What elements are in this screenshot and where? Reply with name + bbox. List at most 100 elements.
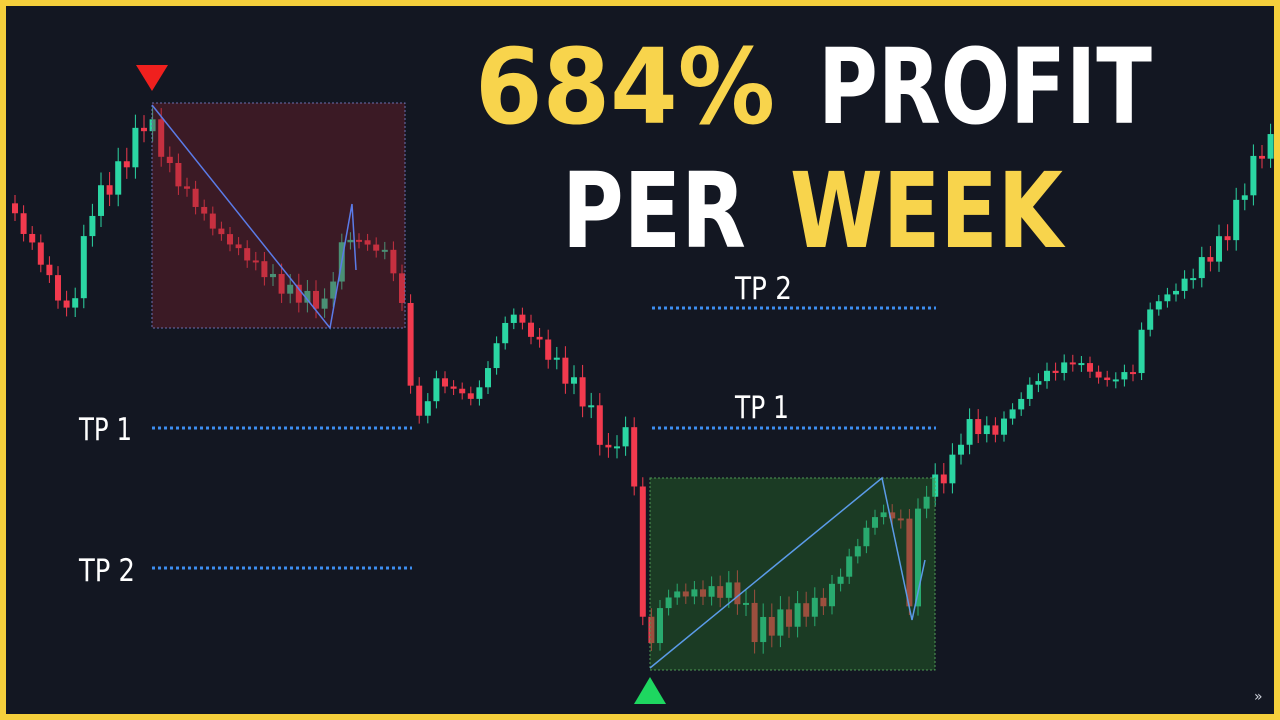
candle-body <box>1259 155 1265 159</box>
candle-body <box>123 161 130 168</box>
candle-body <box>227 234 233 245</box>
candle-body <box>596 405 603 445</box>
buy-signal <box>634 677 666 704</box>
candle-body <box>29 233 36 243</box>
candle-body <box>1018 398 1025 410</box>
candle-body <box>682 591 689 597</box>
candle-body <box>1078 363 1085 366</box>
candle-body <box>356 239 362 242</box>
zigzag <box>151 104 357 330</box>
candle-body <box>244 248 251 261</box>
candle-body <box>940 474 947 484</box>
candle-body <box>605 444 612 448</box>
scroll-button[interactable]: » <box>1254 689 1263 705</box>
candle-body <box>657 608 663 644</box>
candle-body <box>158 119 165 157</box>
candle-body <box>1035 381 1042 385</box>
candle-body <box>906 518 913 607</box>
candle-body <box>166 156 173 164</box>
candle-body <box>897 518 904 521</box>
candle-body <box>571 377 577 384</box>
candle-body <box>450 386 457 389</box>
candle-body <box>648 616 655 644</box>
candle-body <box>1130 372 1136 375</box>
candle-body <box>252 260 259 263</box>
candle-body <box>442 378 448 387</box>
candle-body <box>364 240 371 245</box>
candle-body <box>89 215 96 237</box>
candle-body <box>889 512 896 519</box>
candle-body <box>1233 199 1240 241</box>
target-label: TP 2 <box>734 271 792 307</box>
sell-signal <box>136 65 168 91</box>
headline-word: WEEK <box>790 150 1066 272</box>
candle-body <box>467 393 474 399</box>
candle-body <box>1250 155 1257 196</box>
candle-body <box>407 302 414 386</box>
candle-body <box>1044 370 1050 382</box>
candle-body <box>854 546 861 557</box>
candle-body <box>321 298 328 309</box>
candle-body <box>665 597 672 609</box>
candle-body <box>975 419 982 435</box>
candle-body <box>958 444 964 455</box>
candle-body <box>1190 278 1197 281</box>
candle-body <box>347 239 354 243</box>
candle-body <box>691 589 698 597</box>
candle-body <box>1009 409 1016 419</box>
candle-body <box>55 275 61 301</box>
candle-body <box>725 582 732 598</box>
candle-body <box>261 261 268 278</box>
candle-body <box>536 336 543 340</box>
candle-body <box>768 616 775 636</box>
candle-body <box>872 517 878 528</box>
candle-body <box>803 603 810 617</box>
candle-body <box>579 377 586 407</box>
candle-body <box>1069 362 1076 365</box>
candle-body <box>433 378 440 402</box>
candle-body <box>588 405 595 408</box>
candle-body <box>1267 134 1274 159</box>
candle-body <box>1155 301 1162 310</box>
candle-body <box>545 339 552 360</box>
candle-body <box>1104 377 1111 381</box>
candle-body <box>794 603 801 627</box>
candle-body <box>1207 257 1214 262</box>
candle-body <box>528 322 534 337</box>
candle-body <box>12 203 18 214</box>
candle-body <box>106 185 113 195</box>
candle-body <box>760 616 767 643</box>
candle-body <box>717 586 724 598</box>
candle-body <box>519 314 526 323</box>
candle-body <box>184 186 190 189</box>
candle-body <box>304 290 311 303</box>
candle-body <box>192 188 199 207</box>
candle-body <box>1112 379 1119 382</box>
candles <box>12 107 1274 654</box>
candle-body <box>510 314 517 323</box>
candle-body <box>811 597 818 617</box>
candle-body <box>751 602 758 643</box>
candle-body <box>295 284 302 303</box>
candle-body <box>837 576 844 584</box>
headline-number: 684% <box>475 26 775 148</box>
candle-body <box>459 388 466 394</box>
buy-zone <box>649 477 936 671</box>
target-label: TP 1 <box>78 412 132 448</box>
candle-body <box>1216 236 1222 262</box>
target-label: TP 1 <box>734 390 789 426</box>
candle-body <box>1173 290 1179 295</box>
candle-body <box>1095 371 1102 378</box>
candle-body <box>966 419 973 445</box>
candle-body <box>1001 418 1007 435</box>
candle-body <box>1224 236 1231 241</box>
candle-body <box>1241 195 1248 200</box>
candle-body <box>820 597 827 607</box>
candle-body <box>175 163 182 187</box>
sell-zone <box>151 102 406 329</box>
candle-body <box>149 119 156 132</box>
candle-body <box>880 512 887 518</box>
candle-body <box>562 357 569 384</box>
